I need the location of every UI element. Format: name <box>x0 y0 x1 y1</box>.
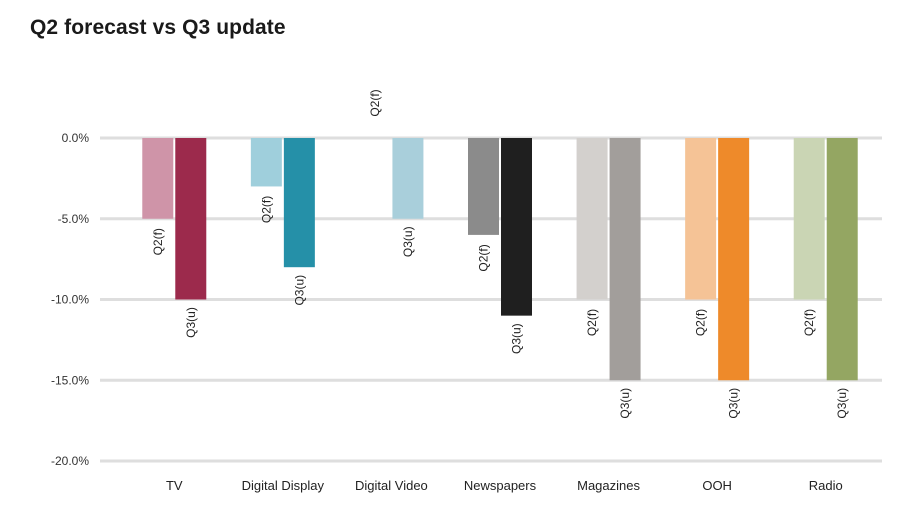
category-label: Digital Display <box>242 478 325 493</box>
y-axis-ticks: 0.0% -5.0% -10.0% -15.0% -20.0% <box>51 131 89 468</box>
bar <box>718 138 750 381</box>
bar <box>609 138 641 381</box>
bar-label: Q2(f) <box>151 228 165 255</box>
bar-label: Q2(f) <box>694 309 708 336</box>
category-label: TV <box>166 478 183 493</box>
bar <box>142 138 174 219</box>
category-label: Digital Video <box>355 478 428 493</box>
y-tick-label: -20.0% <box>51 454 89 468</box>
bar-label: Q3(u) <box>835 388 849 419</box>
bar <box>685 138 717 300</box>
x-axis-categories: TV Digital Display Digital Video Newspapers… <box>166 478 843 493</box>
bar-label: Q2(f) <box>259 196 273 223</box>
bar <box>576 138 608 300</box>
bar <box>392 138 424 219</box>
bar <box>175 138 207 300</box>
category-label: OOH <box>702 478 732 493</box>
bar-label: Q3(u) <box>618 388 632 419</box>
y-tick-label: -5.0% <box>58 212 90 226</box>
category-label: Radio <box>809 478 843 493</box>
bar-label: Q2(f) <box>802 309 816 336</box>
bar-label: Q3(u) <box>401 226 415 257</box>
bar-label: Q2(f) <box>368 89 382 116</box>
bar-label: Q2(f) <box>477 244 491 271</box>
bar-label: Q3(u) <box>510 323 524 354</box>
bar-label: Q2(f) <box>585 309 599 336</box>
y-tick-label: -10.0% <box>51 293 89 307</box>
category-label: Magazines <box>577 478 640 493</box>
bar-label: Q3(u) <box>184 307 198 338</box>
bars <box>142 138 858 381</box>
y-tick-label: 0.0% <box>62 131 90 145</box>
bar <box>250 138 282 187</box>
bar <box>501 138 532 316</box>
chart-title: Q2 forecast vs Q3 update <box>30 16 286 39</box>
bar <box>468 138 499 235</box>
bar <box>283 138 315 268</box>
y-tick-label: -15.0% <box>51 373 89 387</box>
bar <box>793 138 825 300</box>
bar-labels: Q2(f) Q3(u) Q2(f) Q3(u) Q2(f) Q3(u) Q2(f) Q3(u)… <box>151 89 849 418</box>
bar-label: Q3(u) <box>727 388 741 419</box>
bar-label: Q3(u) <box>292 275 306 306</box>
bar <box>826 138 858 381</box>
category-label: Newspapers <box>464 478 537 493</box>
